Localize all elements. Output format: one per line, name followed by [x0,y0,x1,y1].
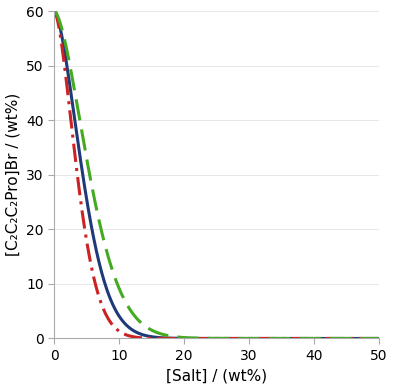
Y-axis label: [C₂C₂C₂Pro]Br / (wt%): [C₂C₂C₂Pro]Br / (wt%) [6,93,20,256]
X-axis label: [Salt] / (wt%): [Salt] / (wt%) [166,368,267,384]
